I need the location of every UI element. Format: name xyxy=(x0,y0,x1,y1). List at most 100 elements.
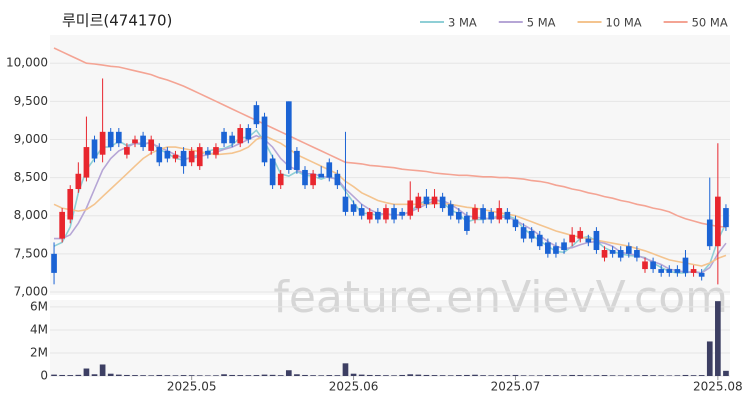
volume-bar xyxy=(156,374,163,376)
volume-bar xyxy=(415,374,422,376)
volume-bar xyxy=(229,374,235,376)
candle-body xyxy=(99,131,106,155)
candle-body xyxy=(326,162,333,178)
candle-body xyxy=(553,246,559,254)
candle-body xyxy=(172,154,179,159)
candle-body xyxy=(310,173,316,186)
candle-body xyxy=(455,211,462,220)
volume-bar xyxy=(561,375,567,376)
candle-body xyxy=(609,250,616,254)
y-tick-label: 9,000 xyxy=(14,132,48,146)
volume-bar xyxy=(375,375,381,376)
candle-body xyxy=(221,131,227,144)
volume-bar xyxy=(334,375,341,376)
candle-body xyxy=(164,150,171,159)
volume-bar xyxy=(302,374,308,376)
volume-bar xyxy=(124,374,130,376)
candle-body xyxy=(593,230,600,251)
volume-bar xyxy=(439,375,446,376)
candle-body xyxy=(269,158,276,186)
chart-title: 루미르(474170) xyxy=(62,12,172,30)
volume-bar xyxy=(132,375,138,376)
y-tick-label: 8,500 xyxy=(14,170,48,184)
candle-body xyxy=(536,234,543,247)
candle-body xyxy=(706,219,713,247)
candle-body xyxy=(285,101,292,170)
candle-body xyxy=(277,173,284,186)
candle-body xyxy=(188,150,195,163)
volume-bar xyxy=(358,374,365,376)
candle-body xyxy=(213,147,219,155)
volume-tick-label: 0 xyxy=(40,369,48,383)
volume-bar xyxy=(261,374,268,376)
volume-bar xyxy=(617,375,624,376)
volume-bar xyxy=(285,370,292,376)
volume-bar xyxy=(205,375,211,376)
volume-bar xyxy=(625,375,632,376)
ma-line xyxy=(54,134,727,274)
candle-body xyxy=(67,189,74,220)
volume-bar xyxy=(196,375,203,376)
volume-bar xyxy=(245,375,252,376)
candle-body xyxy=(642,261,648,270)
candle-body xyxy=(59,211,65,239)
volume-bar xyxy=(585,375,592,376)
candle-body xyxy=(569,234,575,243)
candle-body xyxy=(399,211,405,216)
candle-body xyxy=(447,204,454,216)
candle-body xyxy=(229,135,235,144)
watermark: feature.enVievV.com xyxy=(273,272,728,323)
volume-bar xyxy=(91,374,98,376)
candle-body xyxy=(196,147,203,167)
candle-body xyxy=(132,139,138,144)
volume-bar xyxy=(715,301,721,376)
candle-body xyxy=(423,196,430,205)
volume-bar xyxy=(383,375,389,376)
volume-bar xyxy=(366,374,373,376)
volume-bar xyxy=(237,375,244,376)
volume-bar xyxy=(148,375,155,376)
candle-body xyxy=(83,147,90,178)
candle-body xyxy=(666,269,673,273)
volume-bar xyxy=(520,375,527,376)
volume-bar xyxy=(107,373,114,376)
volume-bar xyxy=(593,375,600,376)
candle-body xyxy=(140,135,146,148)
candle-body xyxy=(358,208,365,216)
volume-bar xyxy=(342,363,349,376)
volume-bar xyxy=(431,375,438,376)
candle-body xyxy=(601,250,608,258)
candle-body xyxy=(658,269,665,273)
candle-body xyxy=(253,105,260,125)
volume-bar xyxy=(277,375,284,376)
volume-bar xyxy=(464,374,470,376)
volume-tick-label: 2M xyxy=(30,345,48,359)
candle-body xyxy=(617,250,624,258)
candle-body xyxy=(545,242,551,254)
volume-bar xyxy=(577,375,584,376)
candle-body xyxy=(148,139,155,151)
volume-bar xyxy=(682,374,689,376)
legend-label: 3 MA xyxy=(448,16,477,30)
candle-body xyxy=(698,272,705,277)
volume-bar xyxy=(326,375,333,376)
volume-bar xyxy=(650,375,656,376)
candle-body xyxy=(682,257,689,273)
candle-body xyxy=(439,196,446,209)
volume-bar xyxy=(310,375,316,376)
volume-bar xyxy=(407,374,414,376)
volume-bar xyxy=(504,375,511,376)
x-tick-label: 2025.07 xyxy=(491,380,541,394)
candle-body xyxy=(431,196,438,205)
volume-bar xyxy=(83,368,90,376)
volume-bar xyxy=(221,374,227,376)
volume-bar xyxy=(553,375,559,376)
candle-body xyxy=(366,211,373,220)
candle-body xyxy=(690,269,697,273)
volume-bar xyxy=(536,375,543,376)
volume-bar xyxy=(188,375,195,376)
volume-bar xyxy=(723,370,729,376)
volume-bar xyxy=(99,364,106,376)
legend-label: 50 MA xyxy=(692,16,728,30)
candle-body xyxy=(334,173,341,186)
